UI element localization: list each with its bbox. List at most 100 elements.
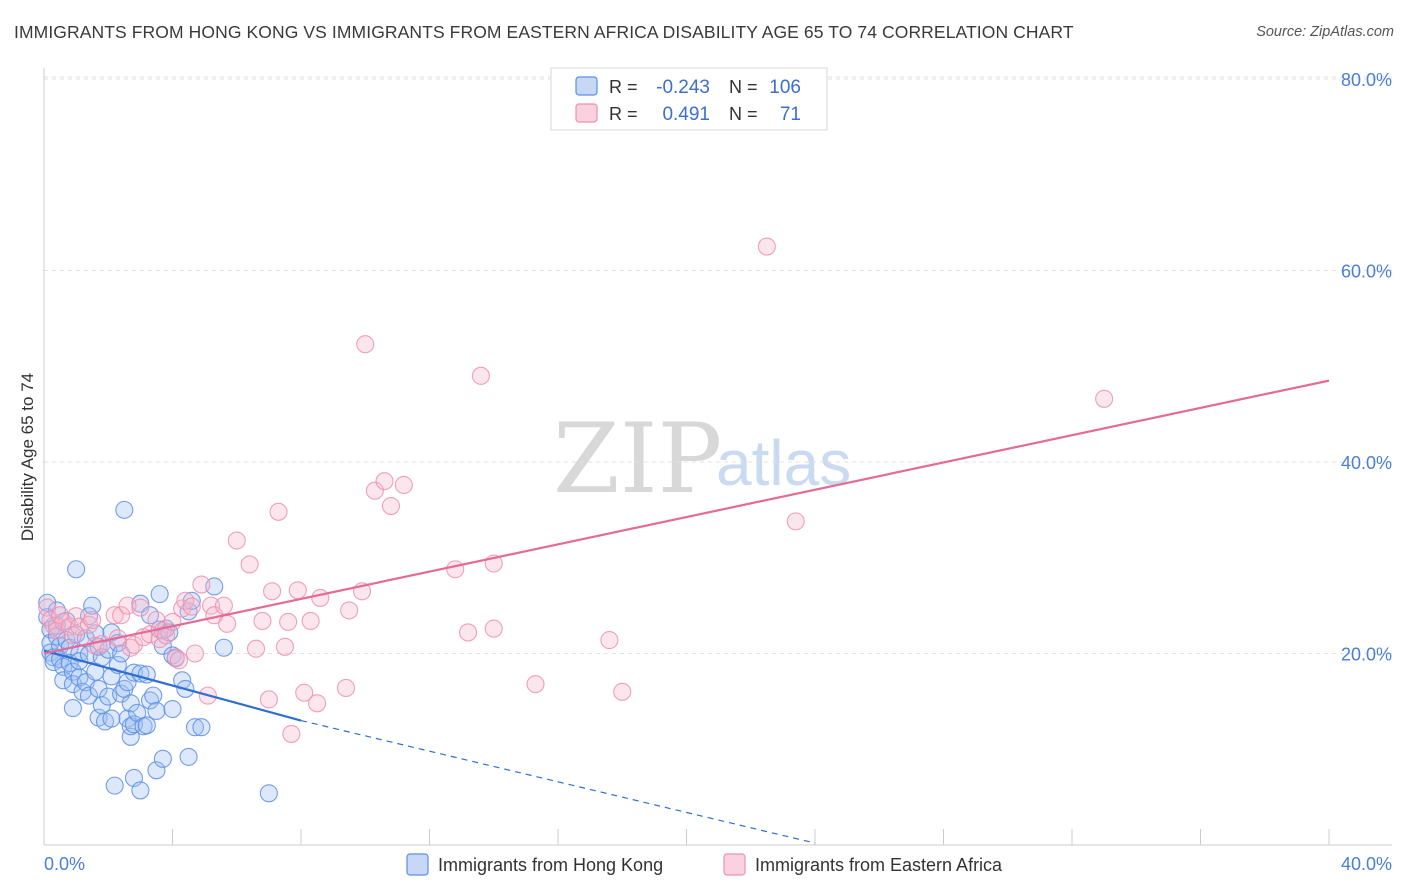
- legend-n-label-1: N =: [729, 77, 758, 97]
- y-tick-label: 60.0%: [1341, 262, 1392, 282]
- data-point: [214, 638, 233, 657]
- data-point: [202, 596, 221, 615]
- data-point: [163, 699, 182, 719]
- data-point: [67, 560, 86, 579]
- data-point: [131, 781, 150, 800]
- data-point: [112, 606, 131, 625]
- data-point: [1095, 389, 1114, 408]
- data-point: [311, 588, 330, 608]
- stats-legend: R = -0.243 N = 106 R = 0.491 N = 71: [550, 67, 828, 131]
- legend-n-value-1: 106: [769, 77, 801, 98]
- series-legend-swatch-blue: [406, 853, 429, 876]
- data-point: [214, 596, 233, 615]
- y-tick-label: 20.0%: [1341, 645, 1392, 665]
- data-point: [259, 690, 278, 709]
- data-point: [282, 724, 301, 743]
- data-point: [137, 716, 156, 735]
- data-point: [279, 612, 298, 631]
- data-point: [275, 637, 294, 656]
- data-point: [150, 585, 169, 604]
- data-point: [179, 747, 198, 766]
- legend-n-label-2: N =: [729, 104, 758, 124]
- data-point: [83, 596, 102, 615]
- data-point: [147, 701, 166, 721]
- legend-swatch-pink: [575, 103, 598, 123]
- data-point: [153, 749, 172, 768]
- data-point: [144, 686, 163, 705]
- chart-title: IMMIGRANTS FROM HONG KONG VS IMMIGRANTS …: [14, 22, 1074, 42]
- data-point: [484, 619, 503, 638]
- data-point: [147, 761, 166, 780]
- data-point: [757, 237, 776, 256]
- data-point: [600, 631, 619, 650]
- y-tick-labels: 20.0% 40.0% 60.0% 80.0%: [1341, 70, 1392, 665]
- data-point: [105, 606, 124, 625]
- x-tick-marks: [43, 829, 1330, 845]
- watermark-atlas: atlas: [716, 427, 851, 499]
- data-point: [169, 651, 188, 670]
- data-point: [92, 634, 111, 653]
- data-point: [259, 784, 278, 803]
- data-point: [786, 512, 805, 531]
- data-point: [121, 638, 140, 657]
- legend-r-value-2: 0.491: [662, 104, 710, 125]
- data-point: [458, 623, 478, 642]
- data-point: [269, 502, 288, 521]
- data-point: [182, 591, 201, 610]
- data-point: [112, 644, 131, 663]
- data-point: [147, 610, 166, 630]
- trend-lines: [43, 379, 1330, 844]
- data-point: [192, 575, 211, 594]
- legend-r-label-2: R =: [609, 104, 638, 124]
- data-point: [526, 675, 545, 694]
- data-point: [288, 581, 307, 600]
- data-point: [308, 694, 327, 713]
- data-point: [38, 593, 57, 612]
- data-point: [471, 366, 490, 385]
- data-point: [356, 335, 375, 354]
- data-point: [102, 709, 121, 728]
- data-point: [131, 598, 150, 617]
- data-point: [140, 691, 160, 710]
- trend-line-hong-kong-extension: [300, 719, 816, 844]
- data-point: [79, 686, 99, 705]
- data-point: [295, 683, 314, 702]
- legend-r-label-1: R =: [609, 77, 638, 97]
- data-point: [192, 718, 211, 737]
- data-point: [365, 481, 384, 500]
- data-point: [115, 500, 134, 519]
- data-point: [166, 648, 185, 667]
- legend-r-value-1: -0.243: [656, 77, 710, 98]
- source-credit: Source: ZipAtlas.com: [1256, 24, 1394, 40]
- data-point: [613, 682, 632, 701]
- data-point: [185, 718, 205, 737]
- data-point: [218, 614, 237, 633]
- data-point: [79, 615, 99, 634]
- y-axis-label: Disability Age 65 to 74: [18, 373, 37, 541]
- data-point: [124, 635, 143, 654]
- data-point: [83, 610, 102, 630]
- data-point: [381, 496, 401, 516]
- data-point: [240, 555, 259, 574]
- data-point: [340, 601, 359, 620]
- data-point: [246, 639, 266, 658]
- data-point: [63, 699, 82, 718]
- legend-swatch-blue: [575, 76, 598, 96]
- data-point: [227, 531, 246, 550]
- data-point: [105, 776, 124, 795]
- data-point: [394, 475, 413, 495]
- series-legend-label-hong-kong: Immigrants from Hong Kong: [438, 855, 663, 875]
- trend-line-hong-kong: [43, 649, 302, 722]
- y-tick-label: 80.0%: [1341, 70, 1392, 90]
- series-hong-kong-points: [38, 500, 278, 803]
- legend-n-value-2: 71: [780, 104, 801, 125]
- data-point: [112, 684, 131, 703]
- series-legend: Immigrants from Hong Kong Immigrants fro…: [406, 853, 1003, 876]
- data-point: [336, 678, 356, 698]
- trend-line-eastern-africa: [43, 379, 1330, 655]
- series-legend-label-eastern-africa: Immigrants from Eastern Africa: [755, 855, 1003, 875]
- data-point: [182, 597, 201, 616]
- data-point: [121, 694, 140, 713]
- data-point: [301, 611, 320, 630]
